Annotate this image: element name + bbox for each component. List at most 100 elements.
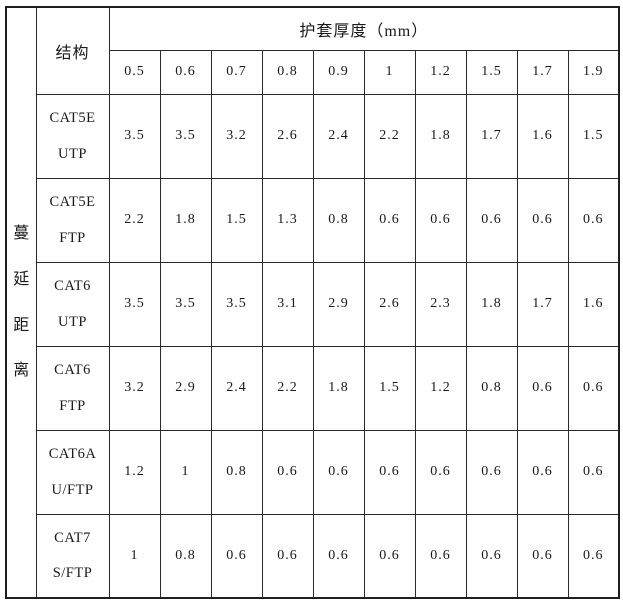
value-cell: 2.4 (312, 93, 365, 179)
value-cell: 0.6 (312, 429, 365, 515)
table-row: CAT5E UTP 3.5 3.5 3.2 2.6 2.4 2.2 1.8 1.7 1.6 1.5 (6, 93, 620, 179)
value-cell: 2.4 (210, 345, 263, 431)
value-cell: 1 (108, 513, 161, 599)
value-cell: 3.5 (108, 93, 161, 179)
value-cell: 0.6 (567, 513, 620, 599)
value-cell: 2.2 (261, 345, 314, 431)
value-cell: 3.5 (108, 261, 161, 347)
structure-label: CAT6 UTP (35, 261, 110, 347)
value-cell: 1.7 (465, 93, 518, 179)
thickness-header: 护套厚度（mm） (108, 6, 620, 51)
structure-label: CAT7 S/FTP (35, 513, 110, 599)
thickness-value-header: 0.6 (159, 49, 212, 95)
value-cell: 0.6 (516, 345, 569, 431)
value-cell: 1.8 (312, 345, 365, 431)
value-cell: 0.6 (261, 513, 314, 599)
value-cell: 0.6 (414, 513, 467, 599)
value-cell: 3.5 (159, 93, 212, 179)
value-cell: 0.6 (465, 513, 518, 599)
thickness-value-header: 1.2 (414, 49, 467, 95)
row-axis-label: 蔓延距离 (5, 6, 37, 599)
value-cell: 1.5 (567, 93, 620, 179)
value-cell: 0.6 (363, 177, 416, 263)
structure-label-line: CAT5E (49, 194, 96, 210)
value-cell: 0.8 (210, 429, 263, 515)
structure-label: CAT5E FTP (35, 177, 110, 263)
value-cell: 1.7 (516, 261, 569, 347)
value-cell: 2.6 (363, 261, 416, 347)
structure-label-line: UTP (58, 313, 87, 330)
thickness-value-header: 1.9 (567, 49, 620, 95)
value-cell: 1.8 (465, 261, 518, 347)
value-cell: 0.8 (159, 513, 212, 599)
value-cell: 1.6 (567, 261, 620, 347)
value-cell: 2.9 (312, 261, 365, 347)
structure-label-line: CAT6 (54, 362, 91, 378)
value-cell: 0.8 (312, 177, 365, 263)
table-row: CAT5E FTP 2.2 1.8 1.5 1.3 0.8 0.6 0.6 0.6 0.6 0.6 (6, 177, 620, 263)
value-cell: 3.2 (210, 93, 263, 179)
value-cell: 2.3 (414, 261, 467, 347)
structure-label: CAT6 FTP (35, 345, 110, 431)
value-cell: 1.5 (363, 345, 416, 431)
value-cell: 0.6 (363, 513, 416, 599)
table-row: CAT7 S/FTP 1 0.8 0.6 0.6 0.6 0.6 0.6 0.6 0.6 0.6 (6, 513, 620, 599)
value-cell: 0.6 (210, 513, 263, 599)
structure-label: CAT5E UTP (35, 93, 110, 179)
structure-label-line: CAT7 (54, 529, 91, 546)
header-row-title: 蔓延距离 结构 护套厚度（mm） (5, 6, 620, 599)
value-cell: 0.8 (465, 345, 518, 431)
value-cell: 0.6 (567, 429, 620, 515)
value-cell: 1.2 (414, 345, 467, 431)
value-cell: 3.2 (108, 345, 161, 431)
value-cell: 0.6 (414, 177, 467, 263)
thickness-value-header: 1.7 (516, 49, 569, 95)
thickness-value-header: 0.8 (261, 49, 314, 95)
value-cell: 0.6 (516, 177, 569, 263)
structure-header: 结构 (35, 6, 110, 95)
structure-label-line: FTP (59, 229, 86, 246)
value-cell: 1.8 (414, 93, 467, 179)
value-cell: 3.1 (261, 261, 314, 347)
value-cell: 0.6 (312, 513, 365, 599)
structure-label-line: U/FTP (51, 481, 94, 498)
value-cell: 0.6 (261, 429, 314, 515)
table-row: CAT6A U/FTP 1.2 1 0.8 0.6 0.6 0.6 0.6 0.6 0.6 0.6 (6, 429, 620, 515)
value-cell: 3.5 (210, 261, 263, 347)
value-cell: 2.9 (159, 345, 212, 431)
structure-label-line: UTP (58, 145, 87, 162)
structure-label-line: CAT6 (54, 278, 91, 294)
value-cell: 0.6 (414, 429, 467, 515)
thickness-values-row: 0.5 0.6 0.7 0.8 0.9 1 1.2 1.5 1.7 1.9 (6, 49, 620, 95)
thickness-value-header: 1.5 (465, 49, 518, 95)
thickness-value-header: 0.5 (108, 49, 161, 95)
value-cell: 1 (159, 429, 212, 515)
value-cell: 2.6 (261, 93, 314, 179)
table-row: CAT6 UTP 3.5 3.5 3.5 3.1 2.9 2.6 2.3 1.8 1.7 1.6 (6, 261, 620, 347)
value-cell: 0.6 (363, 429, 416, 515)
value-cell: 0.6 (465, 177, 518, 263)
thickness-value-header: 1 (363, 49, 416, 95)
structure-label-line: CAT6A (48, 446, 97, 462)
thickness-value-header: 0.9 (312, 49, 365, 95)
value-cell: 3.5 (159, 261, 212, 347)
structure-label-line: FTP (59, 397, 86, 414)
value-cell: 2.2 (108, 177, 161, 263)
value-cell: 1.8 (159, 177, 212, 263)
value-cell: 0.6 (516, 513, 569, 599)
sheath-thickness-table: 蔓延距离 结构 护套厚度（mm） 0.5 0.6 0.7 0.8 0.9 1 1.2 1.5 1… (5, 6, 621, 599)
value-cell: 0.6 (516, 429, 569, 515)
value-cell: 1.5 (210, 177, 263, 263)
table-body: 蔓延距离 结构 护套厚度（mm） 0.5 0.6 0.7 0.8 0.9 1 1.2 1.5 1… (5, 6, 620, 599)
thickness-value-header: 0.7 (210, 49, 263, 95)
value-cell: 0.6 (567, 345, 620, 431)
structure-label-line: S/FTP (52, 565, 93, 582)
value-cell: 0.6 (567, 177, 620, 263)
value-cell: 1.3 (261, 177, 314, 263)
table-row: CAT6 FTP 3.2 2.9 2.4 2.2 1.8 1.5 1.2 0.8 0.6 0.6 (6, 345, 620, 431)
structure-label-line: CAT5E (49, 110, 96, 126)
structure-label: CAT6A U/FTP (35, 429, 110, 515)
value-cell: 1.6 (516, 93, 569, 179)
value-cell: 2.2 (363, 93, 416, 179)
